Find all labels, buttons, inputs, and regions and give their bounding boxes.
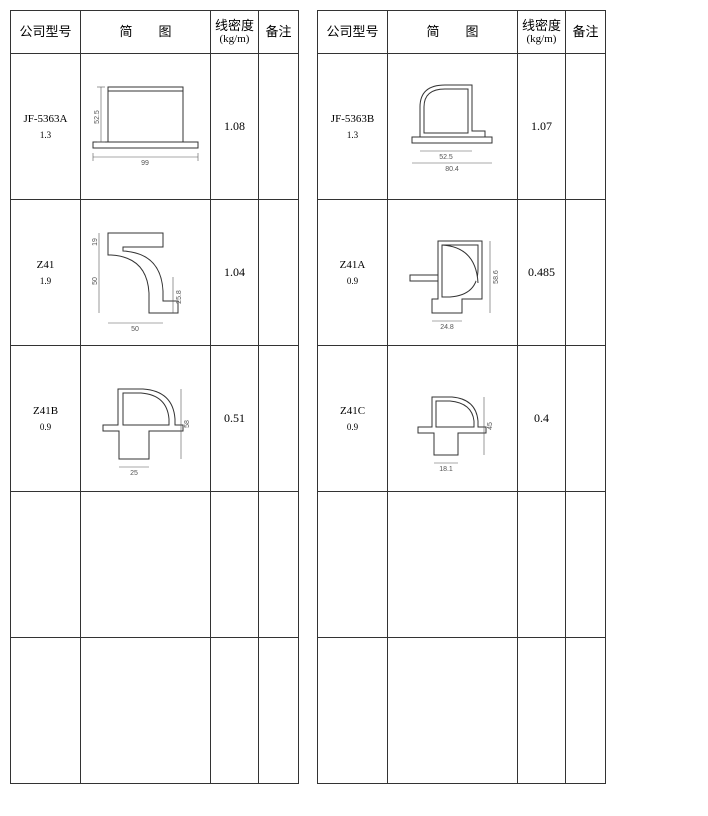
density-cell: 1.04 [211, 200, 259, 346]
profile-diagram [390, 67, 516, 187]
model-code: JF-5363A [23, 113, 67, 125]
model-cell: Z41C 0.9 [318, 346, 388, 492]
model-code: JF-5363B [331, 113, 374, 125]
model-sub: 0.9 [318, 275, 387, 288]
empty-cell [318, 492, 388, 638]
model-sub: 1.9 [11, 275, 80, 288]
hdr-figure: 简 图 [388, 11, 518, 54]
header-row: 公司型号 简 图 线密度 (kg/m) 备注 [11, 11, 299, 54]
density-cell: 0.51 [211, 346, 259, 492]
density-cell: 0.4 [518, 346, 566, 492]
model-sub: 1.3 [318, 129, 387, 142]
table-row: Z411.91.04 [11, 200, 299, 346]
empty-cell [81, 492, 211, 638]
note-cell [566, 346, 606, 492]
note-cell [259, 200, 299, 346]
empty-cell [11, 492, 81, 638]
profile-diagram [83, 67, 209, 187]
density-cell: 1.07 [518, 54, 566, 200]
hdr-density: 线密度 (kg/m) [518, 11, 566, 54]
empty-cell [211, 638, 259, 784]
figure-cell [81, 346, 211, 492]
table-row: Z41A 0.9 0.485 [318, 200, 606, 346]
profile-diagram [390, 213, 516, 333]
model-sub: 0.9 [11, 421, 80, 434]
model-code: Z41 [37, 259, 55, 271]
table-row: JF-5363A 1.3 1.08 [11, 54, 299, 200]
header-row: 公司型号 简 图 线密度 (kg/m) 备注 [318, 11, 606, 54]
hdr-note: 备注 [566, 11, 606, 54]
empty-cell [259, 638, 299, 784]
hdr-note: 备注 [259, 11, 299, 54]
figure-cell [388, 346, 518, 492]
note-cell [566, 200, 606, 346]
figure-cell [81, 200, 211, 346]
note-cell [259, 346, 299, 492]
hdr-figure: 简 图 [81, 11, 211, 54]
empty-cell [566, 638, 606, 784]
model-code: Z41B [33, 405, 58, 417]
table-row [318, 638, 606, 784]
model-cell: JF-5363B 1.3 [318, 54, 388, 200]
density-cell: 1.08 [211, 54, 259, 200]
table-row: Z41C 0.9 0.4 [318, 346, 606, 492]
figure-cell [81, 54, 211, 200]
figure-cell [388, 200, 518, 346]
figure-cell [388, 54, 518, 200]
table-row [11, 638, 299, 784]
model-sub: 1.3 [11, 129, 80, 142]
hdr-density: 线密度 (kg/m) [211, 11, 259, 54]
empty-cell [566, 492, 606, 638]
profile-diagram [83, 359, 209, 479]
empty-cell [81, 638, 211, 784]
table-row [11, 492, 299, 638]
model-cell: Z41A 0.9 [318, 200, 388, 346]
note-cell [259, 54, 299, 200]
profile-table-left: 公司型号 简 图 线密度 (kg/m) 备注 JF-5363A 1.3 1.08 Z4… [10, 10, 299, 784]
table-body-left: JF-5363A1.31.08Z411.91.04Z41B0.90.51 [11, 54, 299, 784]
table-row: JF-5363B 1.3 1.07 [318, 54, 606, 200]
model-code: Z41C [340, 405, 365, 417]
note-cell [566, 54, 606, 200]
empty-cell [318, 638, 388, 784]
empty-cell [259, 492, 299, 638]
empty-cell [388, 492, 518, 638]
empty-cell [211, 492, 259, 638]
model-cell: Z411.9 [11, 200, 81, 346]
empty-cell [11, 638, 81, 784]
hdr-model: 公司型号 [11, 11, 81, 54]
profile-table-right: 公司型号 简 图 线密度 (kg/m) 备注 JF-5363B1.31.07Z4… [317, 10, 606, 784]
hdr-model: 公司型号 [318, 11, 388, 54]
model-code: Z41A [340, 259, 366, 271]
model-sub: 0.9 [318, 421, 387, 434]
profile-diagram [83, 213, 209, 333]
model-cell: Z41B 0.9 [11, 346, 81, 492]
table-body-right: JF-5363B 1.3 1.07 Z41A 0.9 0.485 Z41C 0.9 0.4 [318, 54, 606, 784]
empty-cell [518, 492, 566, 638]
profile-diagram [390, 359, 516, 479]
empty-cell [518, 638, 566, 784]
empty-cell [388, 638, 518, 784]
table-row [318, 492, 606, 638]
density-cell: 0.485 [518, 200, 566, 346]
model-cell: JF-5363A 1.3 [11, 54, 81, 200]
table-row: Z41B 0.9 0.51 [11, 346, 299, 492]
catalog-tables: 公司型号 简 图 线密度 (kg/m) 备注 JF-5363A 1.3 1.08 Z4… [10, 10, 698, 784]
